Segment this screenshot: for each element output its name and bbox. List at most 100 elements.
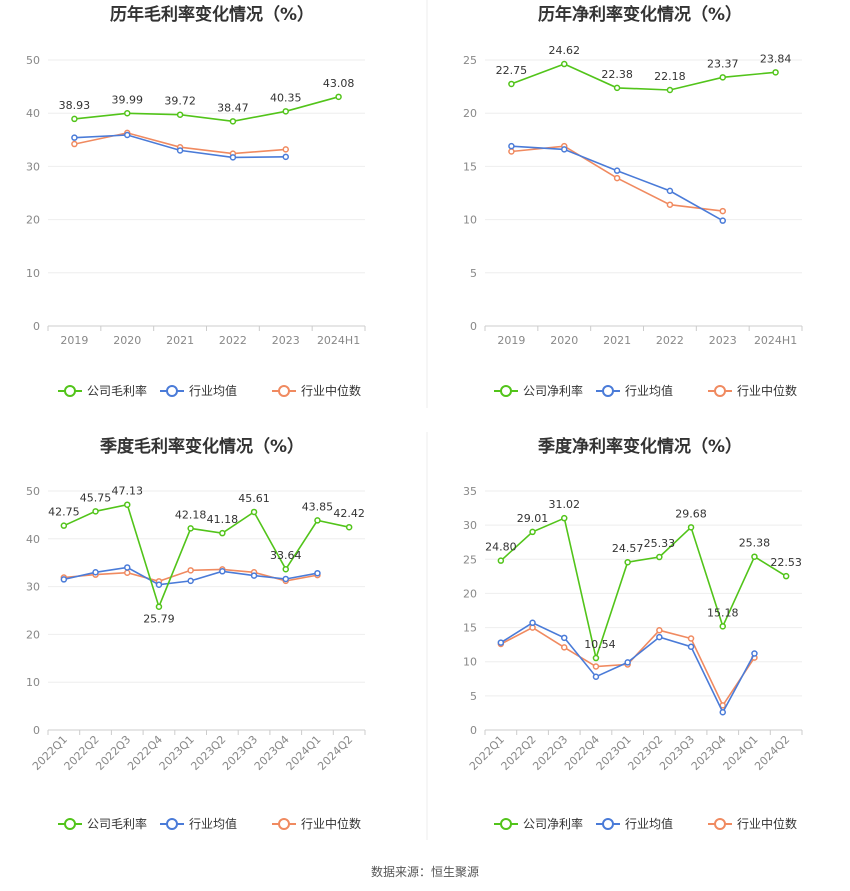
chart-title: 历年毛利率变化情况（%） [110,4,314,25]
legend-label: 行业均值 [189,383,237,398]
data-point [592,663,600,670]
data-point [561,634,568,642]
data-point [624,558,631,566]
data-point [155,581,163,588]
data-label: 29.68 [675,507,707,520]
x-tick-label: 2023 [709,334,737,347]
legend-marker [714,818,726,830]
data-point [613,167,621,174]
data-point [335,93,342,101]
data-label: 24.80 [485,541,517,554]
y-tick-label: 20 [26,214,40,227]
data-point [656,553,663,561]
data-label: 29.01 [517,512,549,525]
data-point [666,201,674,208]
data-point [592,654,600,662]
legend-label: 公司净利率 [523,383,583,398]
legend-marker [602,818,614,830]
x-tick-label: 2024H1 [317,334,360,347]
data-point [687,524,695,531]
data-point [282,575,289,583]
data-point [529,619,536,627]
data-label: 24.57 [612,542,644,555]
y-tick-label: 0 [470,320,477,333]
data-label: 45.61 [238,492,270,505]
data-point [508,80,515,88]
legend-label: 公司毛利率 [87,383,147,398]
data-point [561,146,568,153]
y-tick-label: 35 [463,485,477,498]
legend-marker [278,818,290,830]
legend-marker [500,818,512,830]
data-point [229,118,237,125]
data-point [71,115,78,123]
legend-label: 行业均值 [189,816,237,831]
data-label: 22.75 [496,64,528,77]
y-tick-label: 20 [463,107,477,120]
data-label: 25.38 [739,537,771,550]
legend-label: 行业中位数 [737,383,797,398]
legend-label: 公司毛利率 [87,816,147,831]
data-point [187,525,194,532]
data-point [282,153,289,161]
data-point [124,569,131,576]
data-point [219,568,226,575]
data-label: 47.13 [112,485,144,498]
data-point [719,217,726,224]
legend-marker [166,385,178,397]
y-tick-label: 40 [26,533,40,546]
legend-marker [714,385,726,397]
data-point [656,633,663,641]
data-label: 22.18 [654,70,686,83]
data-point [719,74,726,81]
data-label: 40.35 [270,91,302,104]
legend-label: 行业中位数 [737,816,797,831]
legend-marker [64,818,76,830]
x-tick-label: 2024Q2 [752,733,792,773]
data-point [687,635,695,642]
data-point [613,84,621,92]
data-point [314,569,321,577]
data-point [176,111,184,118]
data-label: 22.53 [770,556,802,569]
chart-panel-3: 季度毛利率变化情况（%）010203040502022Q12022Q22022Q… [26,436,366,831]
series-line-1 [500,517,787,661]
data-point [719,623,726,630]
x-tick-label: 2019 [497,334,525,347]
y-tick-label: 25 [463,553,477,566]
data-point [282,108,289,115]
x-tick-label: 2024H1 [754,334,797,347]
data-label: 39.99 [112,93,144,106]
data-label: 38.93 [59,99,91,112]
data-point [314,517,321,524]
chart-panel-1: 历年毛利率变化情况（%） 0 10 20 30 40 50 2019 2020 2021 2022 2… [26,4,366,398]
data-point [772,69,779,76]
data-point [666,86,674,94]
x-tick-label: 2022 [219,334,247,347]
y-tick-label: 5 [470,267,477,280]
series-line-1 [511,63,776,91]
data-label: 45.75 [80,491,112,504]
data-point [250,572,258,579]
data-point [282,146,289,153]
data-point [613,174,621,182]
y-tick-label: 15 [463,622,477,635]
data-point [250,508,258,516]
y-tick-label: 30 [26,581,40,594]
x-tick-label: 2022 [656,334,684,347]
y-tick-label: 5 [470,690,477,703]
x-tick-label: 2020 [550,334,578,347]
data-label: 10.54 [584,638,616,651]
data-label: 23.37 [707,57,739,70]
data-point [561,514,568,522]
data-label: 22.38 [601,68,633,81]
y-tick-label: 15 [463,160,477,173]
data-label: 38.47 [217,101,249,114]
data-label: 31.02 [549,498,581,511]
y-tick-label: 40 [26,107,40,120]
data-point [751,553,758,560]
data-point [782,572,790,580]
chart-panel-4: 季度净利率变化情况（%）051015202530352022Q12022Q220… [463,436,803,831]
data-point [508,148,515,155]
series-line-2 [511,145,724,222]
